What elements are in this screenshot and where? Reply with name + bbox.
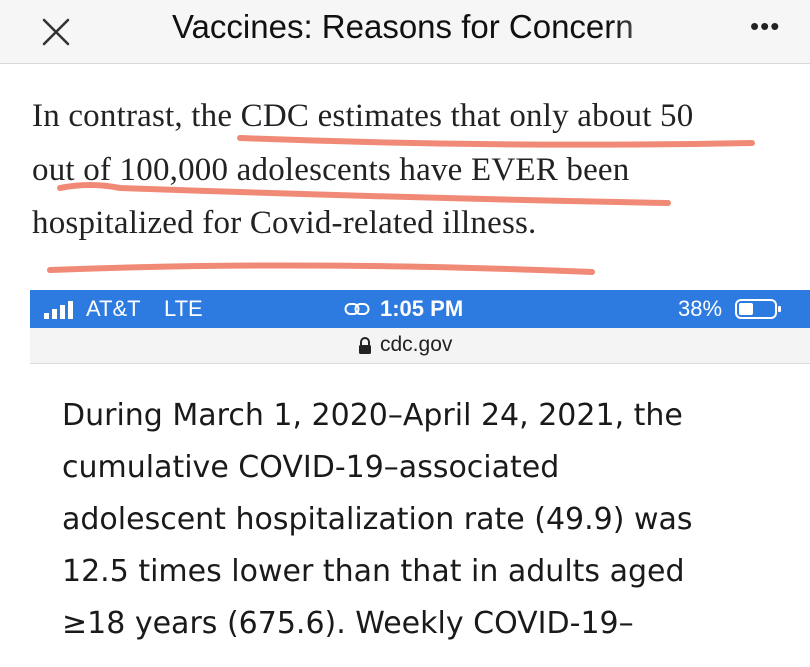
- link-icon: [344, 303, 370, 315]
- quote-line: out of 100,000 adolescents have EVER bee…: [32, 152, 630, 188]
- more-icon[interactable]: •••: [750, 11, 781, 41]
- quote-line: hospitalized for Covid-related illness.: [32, 205, 537, 241]
- embedded-phone-screenshot: AT&T LTE 1:05 PM 38% cdc.gov During Marc…: [30, 290, 810, 667]
- page-title: Vaccines: Reasons for Concern: [172, 7, 732, 47]
- signal-icon: [44, 301, 73, 319]
- underline-stroke: [47, 262, 595, 275]
- battery-icon: [735, 299, 781, 319]
- quoted-text-block: In contrast, the CDC estimates that only…: [0, 64, 810, 290]
- excerpt-line: 12.5 times lower than that in adults age…: [62, 554, 685, 589]
- excerpt-line: adolescent hospitalization rate (49.9) w…: [62, 502, 693, 537]
- battery-percent: 38%: [678, 296, 723, 321]
- excerpt-line: ≥18 years (675.6). Weekly COVID-19–: [62, 606, 634, 641]
- underline-stroke: [237, 135, 755, 148]
- lock-icon: [359, 337, 371, 354]
- url-text: cdc.gov: [380, 333, 453, 356]
- close-icon[interactable]: [40, 16, 72, 48]
- underline-stroke: [57, 182, 671, 206]
- highlight-underlines: [47, 135, 755, 275]
- article-excerpt: During March 1, 2020–April 24, 2021, the…: [62, 390, 802, 650]
- quote-line: In contrast, the CDC estimates that only…: [32, 98, 694, 134]
- excerpt-line: During March 1, 2020–April 24, 2021, the: [62, 398, 683, 433]
- nav-bar: Vaccines: Reasons for Concern •••: [0, 0, 810, 64]
- excerpt-line: cumulative COVID-19–associated: [62, 450, 560, 485]
- network-label: LTE: [164, 296, 203, 321]
- address-bar[interactable]: cdc.gov: [30, 328, 810, 364]
- carrier-label: AT&T: [86, 296, 141, 321]
- status-bar: AT&T LTE 1:05 PM 38%: [30, 290, 810, 328]
- clock: 1:05 PM: [380, 296, 464, 321]
